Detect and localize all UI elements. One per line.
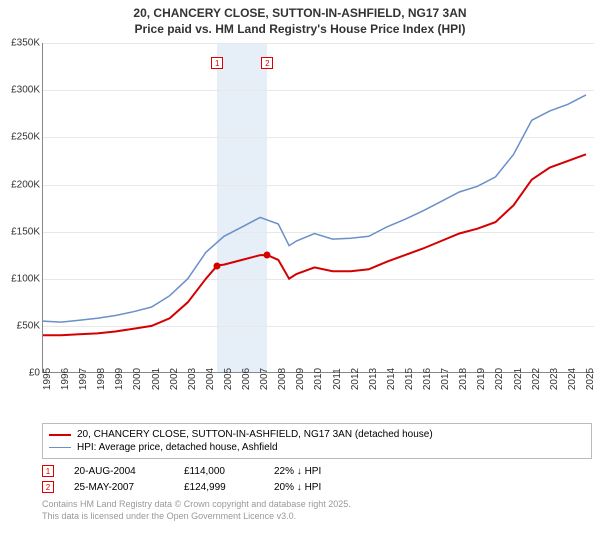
legend-row-hpi: HPI: Average price, detached house, Ashf… [49,441,585,454]
title-block: 20, CHANCERY CLOSE, SUTTON-IN-ASHFIELD, … [0,0,600,39]
sale-date: 25-MAY-2007 [74,482,164,493]
x-tick-label: 2017 [440,368,451,390]
x-tick-label: 2012 [350,368,361,390]
footer-line-2: This data is licensed under the Open Gov… [42,511,592,523]
sale-row-2: 2 25-MAY-2007 £124,999 20% ↓ HPI [42,479,592,495]
x-tick-label: 2015 [404,368,415,390]
x-tick-label: 2001 [151,368,162,390]
y-tick-label: £350K [11,38,40,49]
chart-area: 12 £0£50K£100K£150K£200K£250K£300K£350K … [0,39,600,419]
x-tick-label: 2010 [313,368,324,390]
sale-row-marker: 2 [42,481,54,493]
x-tick-label: 1996 [60,368,71,390]
y-tick-label: £150K [11,226,40,237]
x-tick-label: 1995 [42,368,53,390]
sale-marker-1: 1 [211,57,223,69]
x-tick-label: 2006 [241,368,252,390]
sale-marker-2: 2 [261,57,273,69]
y-tick-label: £50K [17,321,40,332]
x-tick-label: 2000 [132,368,143,390]
sale-delta: 20% ↓ HPI [274,482,354,493]
x-tick-label: 2003 [187,368,198,390]
y-tick-label: £0 [29,368,40,379]
sale-point-2 [264,252,271,259]
sale-date: 20-AUG-2004 [74,466,164,477]
x-tick-label: 2011 [332,368,343,390]
x-tick-label: 2008 [277,368,288,390]
x-tick-label: 2021 [513,368,524,390]
sale-row-marker: 1 [42,465,54,477]
x-tick-label: 1998 [96,368,107,390]
y-tick-label: £100K [11,273,40,284]
x-tick-label: 2005 [223,368,234,390]
x-tick-label: 2016 [422,368,433,390]
x-tick-label: 1999 [114,368,125,390]
legend-row-property: 20, CHANCERY CLOSE, SUTTON-IN-ASHFIELD, … [49,428,585,441]
y-tick-label: £250K [11,132,40,143]
x-tick-label: 2002 [169,368,180,390]
legend-label: 20, CHANCERY CLOSE, SUTTON-IN-ASHFIELD, … [77,429,433,440]
sale-row-1: 1 20-AUG-2004 £114,000 22% ↓ HPI [42,463,592,479]
x-tick-label: 2018 [458,368,469,390]
y-tick-label: £200K [11,179,40,190]
legend: 20, CHANCERY CLOSE, SUTTON-IN-ASHFIELD, … [42,423,592,459]
x-tick-label: 2007 [259,368,270,390]
title-line-1: 20, CHANCERY CLOSE, SUTTON-IN-ASHFIELD, … [0,6,600,22]
sale-price: £114,000 [184,466,254,477]
legend-swatch [49,434,71,436]
x-tick-label: 2022 [531,368,542,390]
series-hpi [43,95,586,322]
x-tick-label: 1997 [78,368,89,390]
x-tick-label: 2020 [494,368,505,390]
series-property [43,154,586,335]
legend-label: HPI: Average price, detached house, Ashf… [77,442,278,453]
footer-line-1: Contains HM Land Registry data © Crown c… [42,499,592,511]
line-svg [43,43,594,372]
x-tick-label: 2023 [549,368,560,390]
footer: Contains HM Land Registry data © Crown c… [42,499,592,522]
sales-table: 1 20-AUG-2004 £114,000 22% ↓ HPI 2 25-MAY-200… [42,463,592,495]
x-tick-label: 2009 [295,368,306,390]
title-line-2: Price paid vs. HM Land Registry's House … [0,22,600,38]
x-tick-label: 2019 [476,368,487,390]
x-tick-label: 2014 [386,368,397,390]
sale-price: £124,999 [184,482,254,493]
chart-container: 20, CHANCERY CLOSE, SUTTON-IN-ASHFIELD, … [0,0,600,560]
sale-point-1 [214,262,221,269]
y-tick-label: £300K [11,85,40,96]
x-tick-label: 2004 [205,368,216,390]
x-tick-label: 2025 [585,368,596,390]
plot-region: 12 [42,43,594,373]
legend-swatch [49,447,71,449]
sale-delta: 22% ↓ HPI [274,466,354,477]
x-tick-label: 2013 [368,368,379,390]
x-tick-label: 2024 [567,368,578,390]
